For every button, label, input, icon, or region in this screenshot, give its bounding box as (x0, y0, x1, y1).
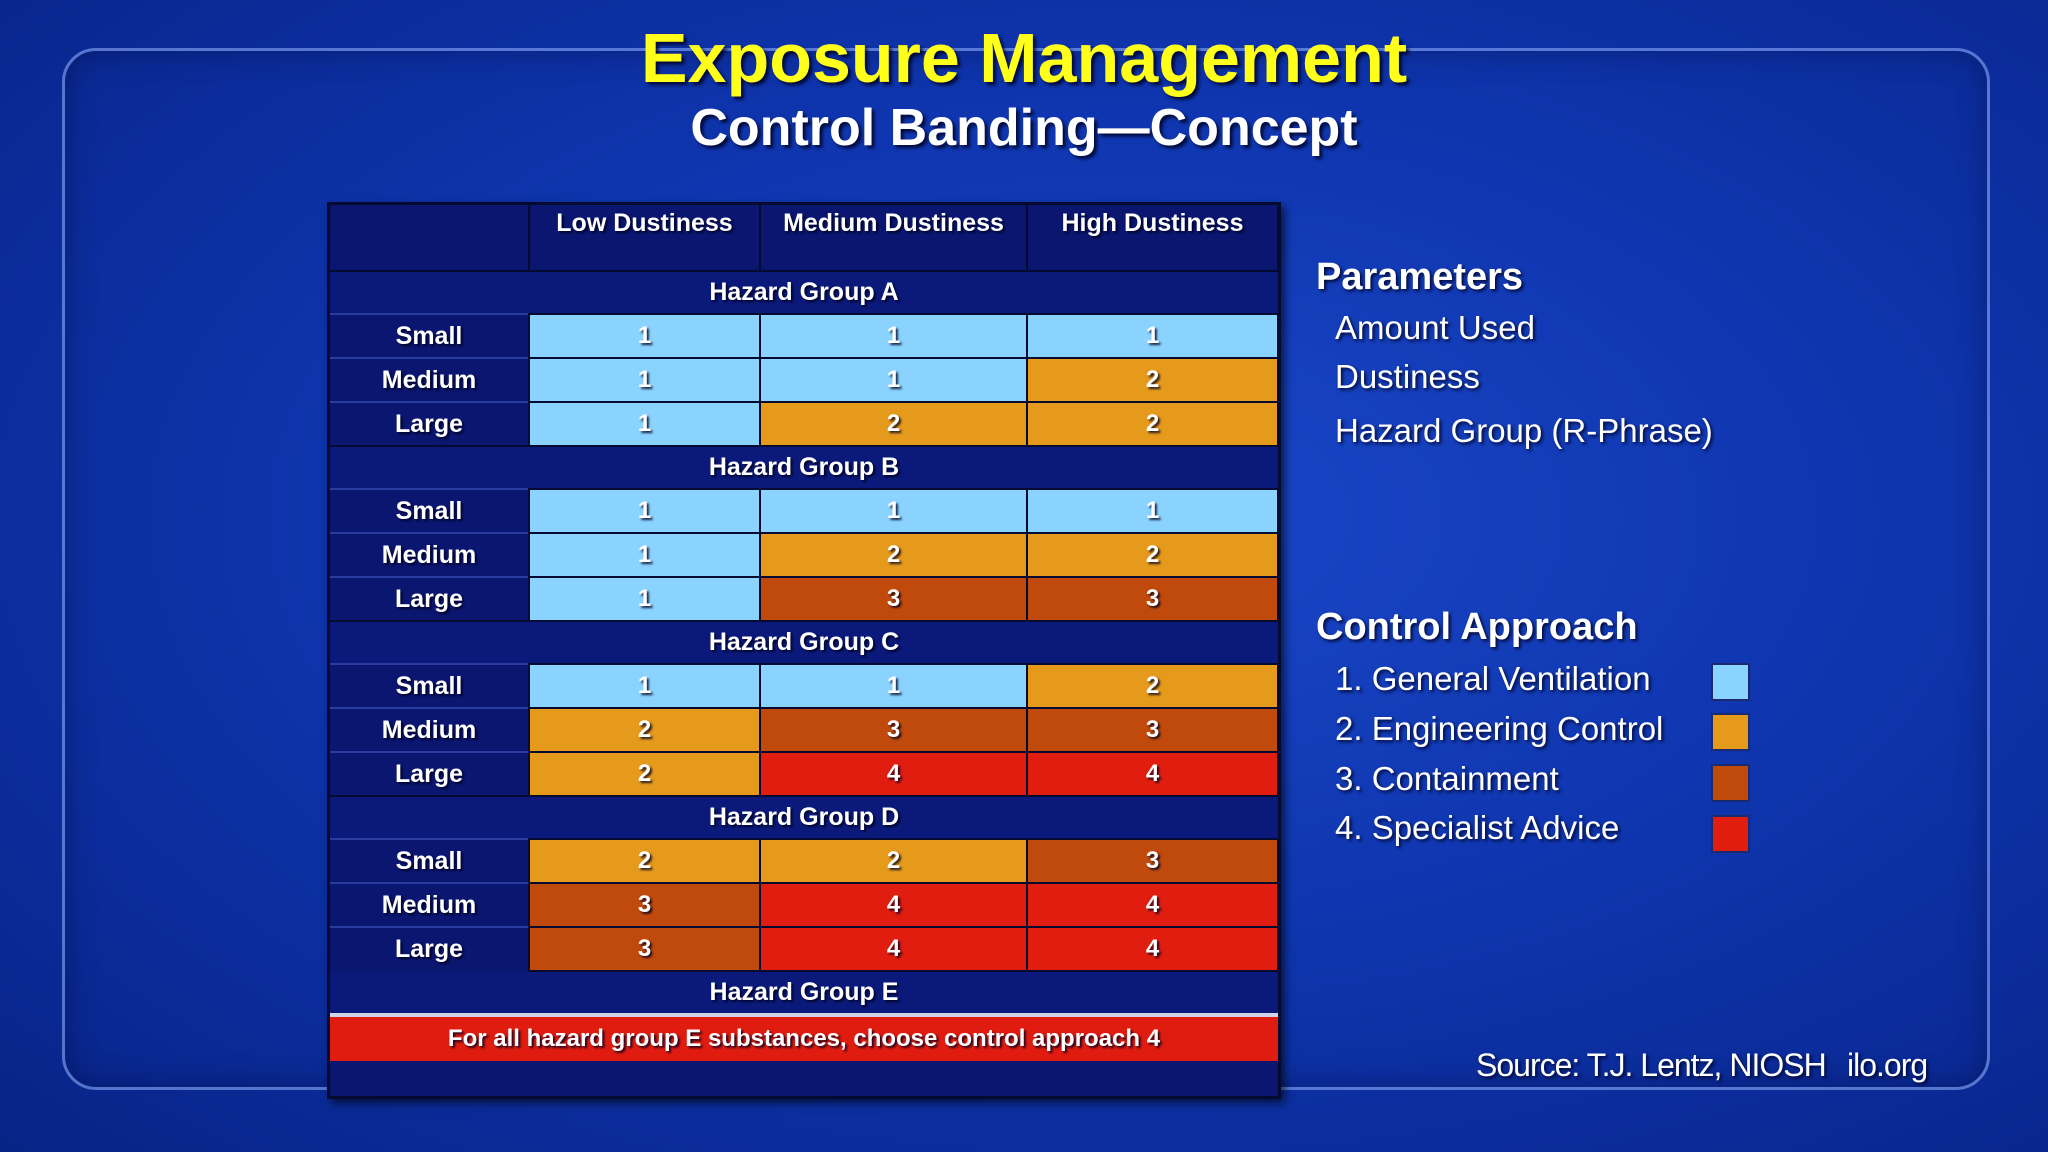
hazard-group-label: Hazard Group B (330, 445, 1278, 489)
group-e-note-row: For all hazard group E substances, choos… (330, 1013, 1278, 1061)
legend-swatch-general-ventilation (1711, 663, 1750, 701)
column-header-medium: Medium Dustiness (760, 205, 1028, 272)
control-level-cell: 1 (528, 663, 761, 709)
corner-header-cell (330, 205, 530, 272)
table-row: Medium 1 1 2 (330, 357, 1279, 403)
hazard-group-label: Hazard Group A (330, 270, 1278, 314)
control-level-cell: 1 (528, 401, 761, 447)
table-row: Large 2 4 4 (330, 751, 1279, 797)
control-level-cell: 1 (528, 488, 761, 534)
control-level-cell: 4 (759, 882, 1028, 928)
table-row: Small 1 1 1 (330, 488, 1279, 534)
control-level-cell: 3 (759, 576, 1028, 622)
hazard-group-label: Hazard Group C (330, 620, 1278, 664)
control-level-cell: 1 (759, 663, 1028, 709)
parameter-item: Hazard Group (R-Phrase) (1335, 412, 1713, 449)
control-level-cell: 4 (1026, 882, 1279, 928)
site-credit: ilo.org (1847, 1047, 1928, 1083)
table-row: Small 1 1 2 (330, 663, 1279, 709)
table-row: Large 1 3 3 (330, 576, 1279, 622)
source-credit: Source: T.J. Lentz, NIOSH (1476, 1047, 1827, 1083)
control-level-cell: 2 (759, 532, 1028, 578)
control-level-cell: 2 (1026, 401, 1279, 447)
table-row: Large 1 2 2 (330, 401, 1279, 447)
table-row: Large 3 4 4 (330, 926, 1279, 972)
table-row: Medium 1 2 2 (330, 532, 1279, 578)
hazard-group-row: Hazard Group A (330, 270, 1278, 314)
control-level-cell: 4 (1026, 926, 1279, 972)
control-level-cell: 2 (1026, 532, 1279, 578)
control-level-cell: 2 (1026, 357, 1279, 403)
legend-swatch-specialist-advice (1711, 815, 1750, 853)
hazard-group-row: Hazard Group E (330, 971, 1278, 1015)
control-level-cell: 2 (1026, 663, 1279, 709)
control-level-cell: 3 (1026, 707, 1279, 753)
hazard-group-row: Hazard Group C (330, 620, 1278, 664)
amount-label: Medium (330, 532, 530, 577)
table-body: Hazard Group A Small 1 1 1 Medium 1 1 2 Large 1 2 2 H… (330, 270, 1279, 1061)
amount-label: Small (330, 663, 530, 708)
control-level-cell: 4 (759, 926, 1028, 972)
column-header-low: Low Dustiness (529, 205, 761, 272)
control-level-cell: 4 (1026, 751, 1279, 797)
table-row: Small 1 1 1 (330, 313, 1279, 359)
control-level-cell: 1 (759, 357, 1028, 403)
table-row: Small 2 2 3 (330, 838, 1279, 884)
control-approach-heading: Control Approach (1316, 606, 1638, 648)
control-level-cell: 4 (759, 751, 1028, 797)
amount-label: Large (330, 576, 530, 621)
control-approach-item: 4. Specialist Advice (1335, 809, 1620, 846)
legend-swatch-containment (1711, 764, 1750, 802)
hazard-group-label: Hazard Group E (330, 971, 1278, 1015)
control-level-cell: 1 (759, 488, 1028, 534)
table-row: Medium 3 4 4 (330, 882, 1279, 928)
hazard-group-row: Hazard Group B (330, 445, 1278, 489)
amount-label: Large (330, 401, 530, 446)
control-level-cell: 2 (759, 838, 1028, 884)
control-approach-item: 3. Containment (1335, 760, 1559, 797)
hazard-group-row: Hazard Group D (330, 795, 1278, 839)
control-approach-item: 2. Engineering Control (1335, 710, 1664, 747)
slide-subtitle: Control Banding—Concept (690, 99, 1358, 157)
parameter-item: Dustiness (1335, 358, 1480, 395)
column-header-high: High Dustiness (1027, 205, 1279, 272)
amount-label: Medium (330, 882, 530, 927)
control-level-cell: 3 (759, 707, 1028, 753)
control-level-cell: 1 (1026, 488, 1279, 534)
amount-label: Medium (330, 707, 530, 752)
control-level-cell: 1 (1026, 313, 1279, 359)
legend-swatch-engineering-control (1711, 713, 1750, 751)
control-level-cell: 1 (759, 313, 1028, 359)
control-level-cell: 2 (528, 751, 761, 797)
control-level-cell: 1 (528, 532, 761, 578)
control-level-cell: 2 (759, 401, 1028, 447)
control-level-cell: 2 (528, 838, 761, 884)
control-approach-item: 1. General Ventilation (1335, 660, 1651, 697)
table-row: Medium 2 3 3 (330, 707, 1279, 753)
control-level-cell: 3 (1026, 576, 1279, 622)
control-level-cell: 3 (528, 882, 761, 928)
amount-label: Small (330, 313, 530, 358)
amount-label: Small (330, 838, 530, 883)
control-level-cell: 3 (528, 926, 761, 972)
amount-label: Medium (330, 357, 530, 402)
parameter-item: Amount Used (1335, 309, 1535, 346)
control-level-cell: 2 (528, 707, 761, 753)
control-level-cell: 1 (528, 313, 761, 359)
group-e-note: For all hazard group E substances, choos… (330, 1013, 1278, 1061)
amount-label: Small (330, 488, 530, 533)
control-level-cell: 1 (528, 357, 761, 403)
slide-title: Exposure Management (640, 19, 1408, 97)
control-level-cell: 3 (1026, 838, 1279, 884)
parameters-heading: Parameters (1316, 256, 1524, 298)
amount-label: Large (330, 751, 530, 796)
control-level-cell: 1 (528, 576, 761, 622)
hazard-group-label: Hazard Group D (330, 795, 1278, 839)
control-banding-table: Low Dustiness Medium Dustiness High Dust… (327, 202, 1281, 1099)
amount-label: Large (330, 926, 530, 971)
